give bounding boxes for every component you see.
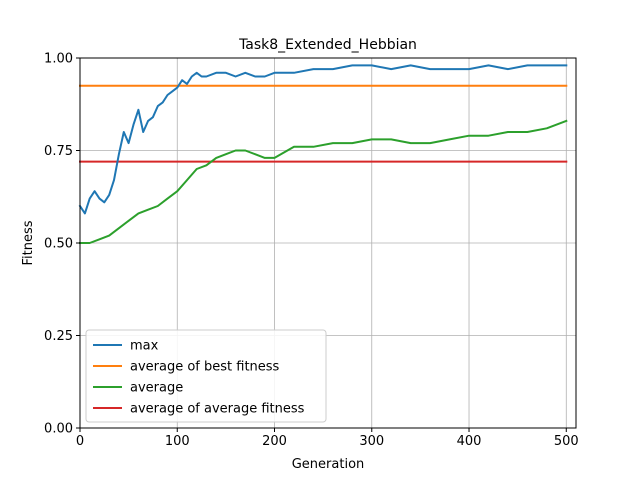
legend-label-max: max xyxy=(130,339,159,354)
x-axis-ticks: 0 100 200 300 400 500 xyxy=(76,428,579,449)
y-tick-label: 1.00 xyxy=(44,52,73,67)
x-tick-label: 200 xyxy=(262,434,287,449)
x-tick-label: 100 xyxy=(165,434,190,449)
chart-title: Task8_Extended_Hebbian xyxy=(238,37,417,53)
legend-label-average-of-best-fitness: average of best fitness xyxy=(130,360,280,375)
x-axis-title: Generation xyxy=(292,457,365,472)
y-axis-title: Fitness xyxy=(21,220,36,265)
legend: max average of best fitness average average… xyxy=(85,329,327,423)
x-tick-label: 400 xyxy=(457,434,482,449)
x-tick-label: 300 xyxy=(359,434,384,449)
series-layer xyxy=(78,64,568,244)
x-tick-label: 0 xyxy=(76,434,84,449)
y-tick-label: 0.00 xyxy=(44,422,73,437)
series-line-max xyxy=(78,64,568,215)
legend-box xyxy=(85,329,327,423)
legend-label-average-of-average-fitness: average of average fitness xyxy=(130,402,305,417)
y-axis-ticks: 0.00 0.25 0.50 0.75 1.00 xyxy=(44,52,80,437)
series-line-average xyxy=(79,119,568,244)
y-tick-label: 0.25 xyxy=(44,329,73,344)
legend-label-average: average xyxy=(130,381,183,396)
x-tick-label: 500 xyxy=(554,434,579,449)
y-tick-label: 0.75 xyxy=(44,144,73,159)
legend-items: max average of best fitness average average… xyxy=(93,339,305,417)
y-tick-label: 0.50 xyxy=(44,237,73,252)
